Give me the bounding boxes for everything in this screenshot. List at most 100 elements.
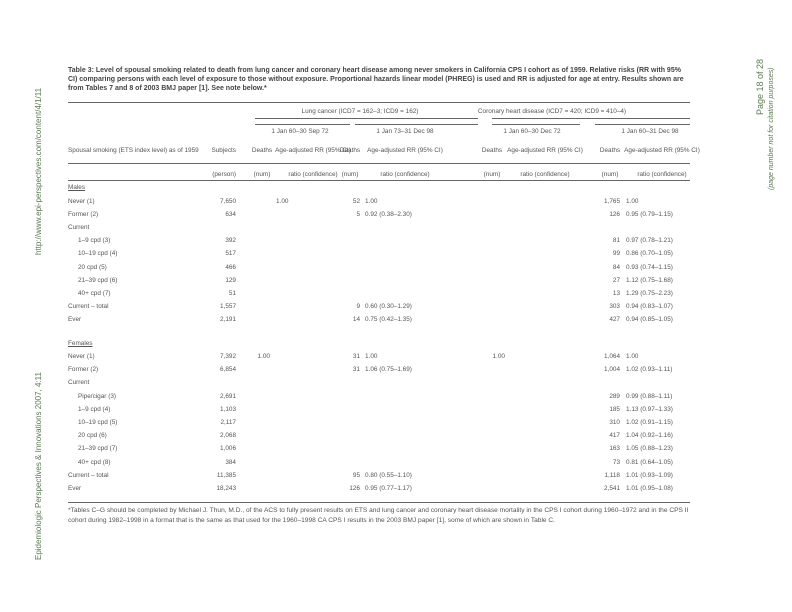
row-label: Current – total — [68, 303, 109, 311]
column-header: Age-adjusted RR (95% CI) — [367, 147, 443, 154]
cell: 9 — [356, 303, 360, 311]
row-label: 20 cpd (6) — [78, 432, 107, 440]
unit-label: ratio (confidence) — [520, 171, 570, 178]
column-header: Age-adjusted RR (95% CI) — [624, 147, 700, 154]
row-label: Pipe/cigar (3) — [78, 392, 117, 400]
cell: 51 — [228, 289, 236, 297]
cell: 81 — [612, 237, 620, 245]
cell: 0.95 (0.79–1.15) — [626, 210, 673, 218]
cell: 5 — [356, 210, 360, 218]
rule — [595, 124, 690, 125]
rule — [255, 118, 478, 119]
cell: 2,541 — [604, 485, 620, 492]
cell: 126 — [609, 210, 620, 218]
cell: 31 — [352, 366, 360, 374]
cell: 1.00 — [276, 197, 289, 205]
cell: 427 — [609, 316, 620, 324]
cell: 0.97 (0.78–1.21) — [626, 237, 673, 245]
cell: 0.99 (0.88–1.11) — [626, 392, 673, 400]
row-label: 10–19 cpd (5) — [78, 419, 118, 426]
row-label: Never (1) — [68, 197, 95, 205]
column-header: Subjects — [211, 147, 236, 154]
row-label: 1–9 cpd (4) — [78, 405, 111, 413]
row-label: 20 cpd (5) — [78, 263, 107, 271]
row-label: 40+ cpd (8) — [78, 458, 111, 466]
row-label: 10–19 cpd (4) — [78, 250, 118, 258]
row-label: Never (1) — [68, 353, 95, 360]
page-note: (page number not for citation purposes) — [768, 67, 775, 190]
row-label: 40+ cpd (7) — [78, 289, 111, 297]
unit-label: (num) — [253, 171, 271, 178]
group-header: Coronary heart disease (ICD7 = 420; ICD9… — [477, 108, 627, 115]
cell: 1,103 — [220, 405, 236, 413]
cell: 73 — [612, 458, 620, 466]
section-heading: Females — [68, 339, 93, 347]
group-header: Lung cancer (ICD7 = 162–3; ICD9 = 162) — [301, 108, 419, 115]
cell: 0.92 (0.38–2.30) — [365, 210, 412, 218]
url: http://www.epi-perspectives.com/content/… — [34, 87, 43, 255]
column-header: Deaths — [599, 147, 621, 154]
rule — [68, 502, 690, 504]
rule — [355, 124, 478, 125]
row-label: 21–39 cpd (6) — [78, 276, 118, 284]
column-header: Age-adjusted RR (95% CI) — [275, 147, 351, 154]
cell: 126 — [349, 485, 360, 492]
cell: 466 — [225, 263, 236, 271]
page-number: Page 18 of 28 — [755, 58, 765, 115]
cell: 27 — [612, 276, 620, 284]
unit-label: ratio (confidence) — [288, 171, 338, 178]
cell: 1,765 — [604, 197, 620, 205]
row-label: Current — [68, 223, 90, 231]
cell: 185 — [609, 405, 620, 413]
unit-label: ratio (confidence) — [380, 171, 430, 178]
cell: 1.00 — [626, 197, 639, 205]
cell: 163 — [609, 445, 620, 453]
cell: 1.01 (0.93–1.09) — [626, 471, 673, 479]
cell: 95 — [352, 471, 360, 479]
cell: 0.81 (0.64–1.05) — [626, 458, 673, 466]
section-heading: Males — [68, 184, 86, 191]
cell: 2,691 — [220, 392, 236, 400]
rule — [255, 124, 350, 125]
row-label: Ever — [68, 485, 82, 492]
column-header: Deaths — [339, 147, 361, 154]
unit-label: (person) — [212, 171, 236, 178]
cell: 1.02 (0.93–1.11) — [626, 366, 673, 374]
cell: 1.29 (0.75–2.23) — [626, 289, 673, 297]
cell: 417 — [609, 432, 620, 440]
cell: 0.60 (0.30–1.29) — [365, 303, 412, 311]
column-header: Deaths — [251, 147, 273, 154]
cell: 31 — [352, 353, 360, 360]
cell: 0.86 (0.70–1.05) — [626, 250, 673, 258]
cell: 1.00 — [492, 353, 505, 360]
cell: 1,557 — [220, 303, 236, 311]
rule — [68, 163, 690, 164]
cell: 13 — [612, 289, 620, 297]
rule — [68, 102, 690, 103]
cell: 303 — [609, 303, 620, 311]
cell: 1.12 (0.75–1.68) — [626, 276, 673, 284]
row-label: Current – total — [68, 471, 109, 479]
cell: 1.01 (0.95–1.08) — [626, 485, 673, 492]
row-label: Former (2) — [68, 366, 99, 374]
cell: 11,385 — [216, 471, 236, 479]
cell: 634 — [225, 210, 236, 218]
period-header: 1 Jan 60–31 Dec 98 — [621, 128, 679, 135]
cell: 1,118 — [604, 471, 620, 479]
period-header: 1 Jan 60–30 Dec 72 — [503, 128, 561, 135]
cell: 84 — [612, 263, 620, 271]
journal: Epidemiologic Perspectives & Innovations… — [34, 372, 43, 560]
row-label: 21–39 cpd (7) — [78, 445, 118, 453]
cell: 18,243 — [216, 485, 236, 492]
cell: 384 — [225, 458, 236, 466]
cell: 0.75 (0.42–1.35) — [365, 316, 412, 324]
cell: 1,004 — [604, 366, 620, 374]
rule — [492, 124, 580, 125]
cell: 1.13 (0.97–1.33) — [626, 405, 673, 413]
column-header: Deaths — [481, 147, 503, 154]
cell: 392 — [225, 237, 236, 245]
cell: 1.04 (0.92–1.16) — [626, 432, 673, 440]
cell: 14 — [352, 316, 360, 324]
row-label: Ever — [68, 316, 82, 324]
cell: 2,191 — [220, 316, 236, 324]
